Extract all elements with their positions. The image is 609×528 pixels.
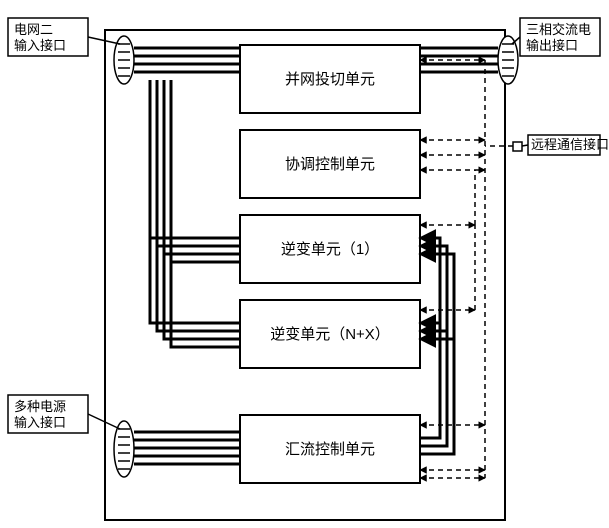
block-inverter-nx: 逆变单元（N+X） xyxy=(240,300,420,368)
block-inverter-nx-label: 逆变单元（N+X） xyxy=(270,326,390,343)
leader-remote xyxy=(522,145,528,146)
label-remote: 远程通信接口 xyxy=(528,135,609,155)
block-inverter-1: 逆变单元（1） xyxy=(240,215,420,283)
block-coord-ctrl-label: 协调控制单元 xyxy=(285,156,375,173)
block-grid-connect-label: 并网投切单元 xyxy=(285,71,375,88)
label-ac-out: 三相交流电 输出接口 xyxy=(520,18,600,56)
block-coord-ctrl: 协调控制单元 xyxy=(240,130,420,198)
svg-text:三相交流电: 三相交流电 xyxy=(526,22,591,37)
port-remote xyxy=(513,142,522,151)
port-multi-src xyxy=(114,421,134,477)
diagram-canvas: 并网投切单元 协调控制单元 逆变单元（1） 逆变单元（N+X） 汇流控制单元 电… xyxy=(0,0,609,528)
svg-text:电网二: 电网二 xyxy=(14,22,53,37)
svg-text:输出接口: 输出接口 xyxy=(526,38,578,53)
label-multi-src: 多种电源 输入接口 xyxy=(8,395,88,433)
block-grid-connect: 并网投切单元 xyxy=(240,45,420,113)
port-ac-out xyxy=(498,36,518,84)
block-inverter-1-label: 逆变单元（1） xyxy=(281,241,379,258)
svg-text:输入接口: 输入接口 xyxy=(14,415,66,430)
svg-text:远程通信接口: 远程通信接口 xyxy=(531,137,609,152)
label-grid2: 电网二 输入接口 xyxy=(8,18,88,56)
svg-text:多种电源: 多种电源 xyxy=(14,399,66,414)
block-bus-ctrl-label: 汇流控制单元 xyxy=(285,441,375,458)
svg-text:输入接口: 输入接口 xyxy=(14,38,66,53)
block-bus-ctrl: 汇流控制单元 xyxy=(240,415,420,483)
